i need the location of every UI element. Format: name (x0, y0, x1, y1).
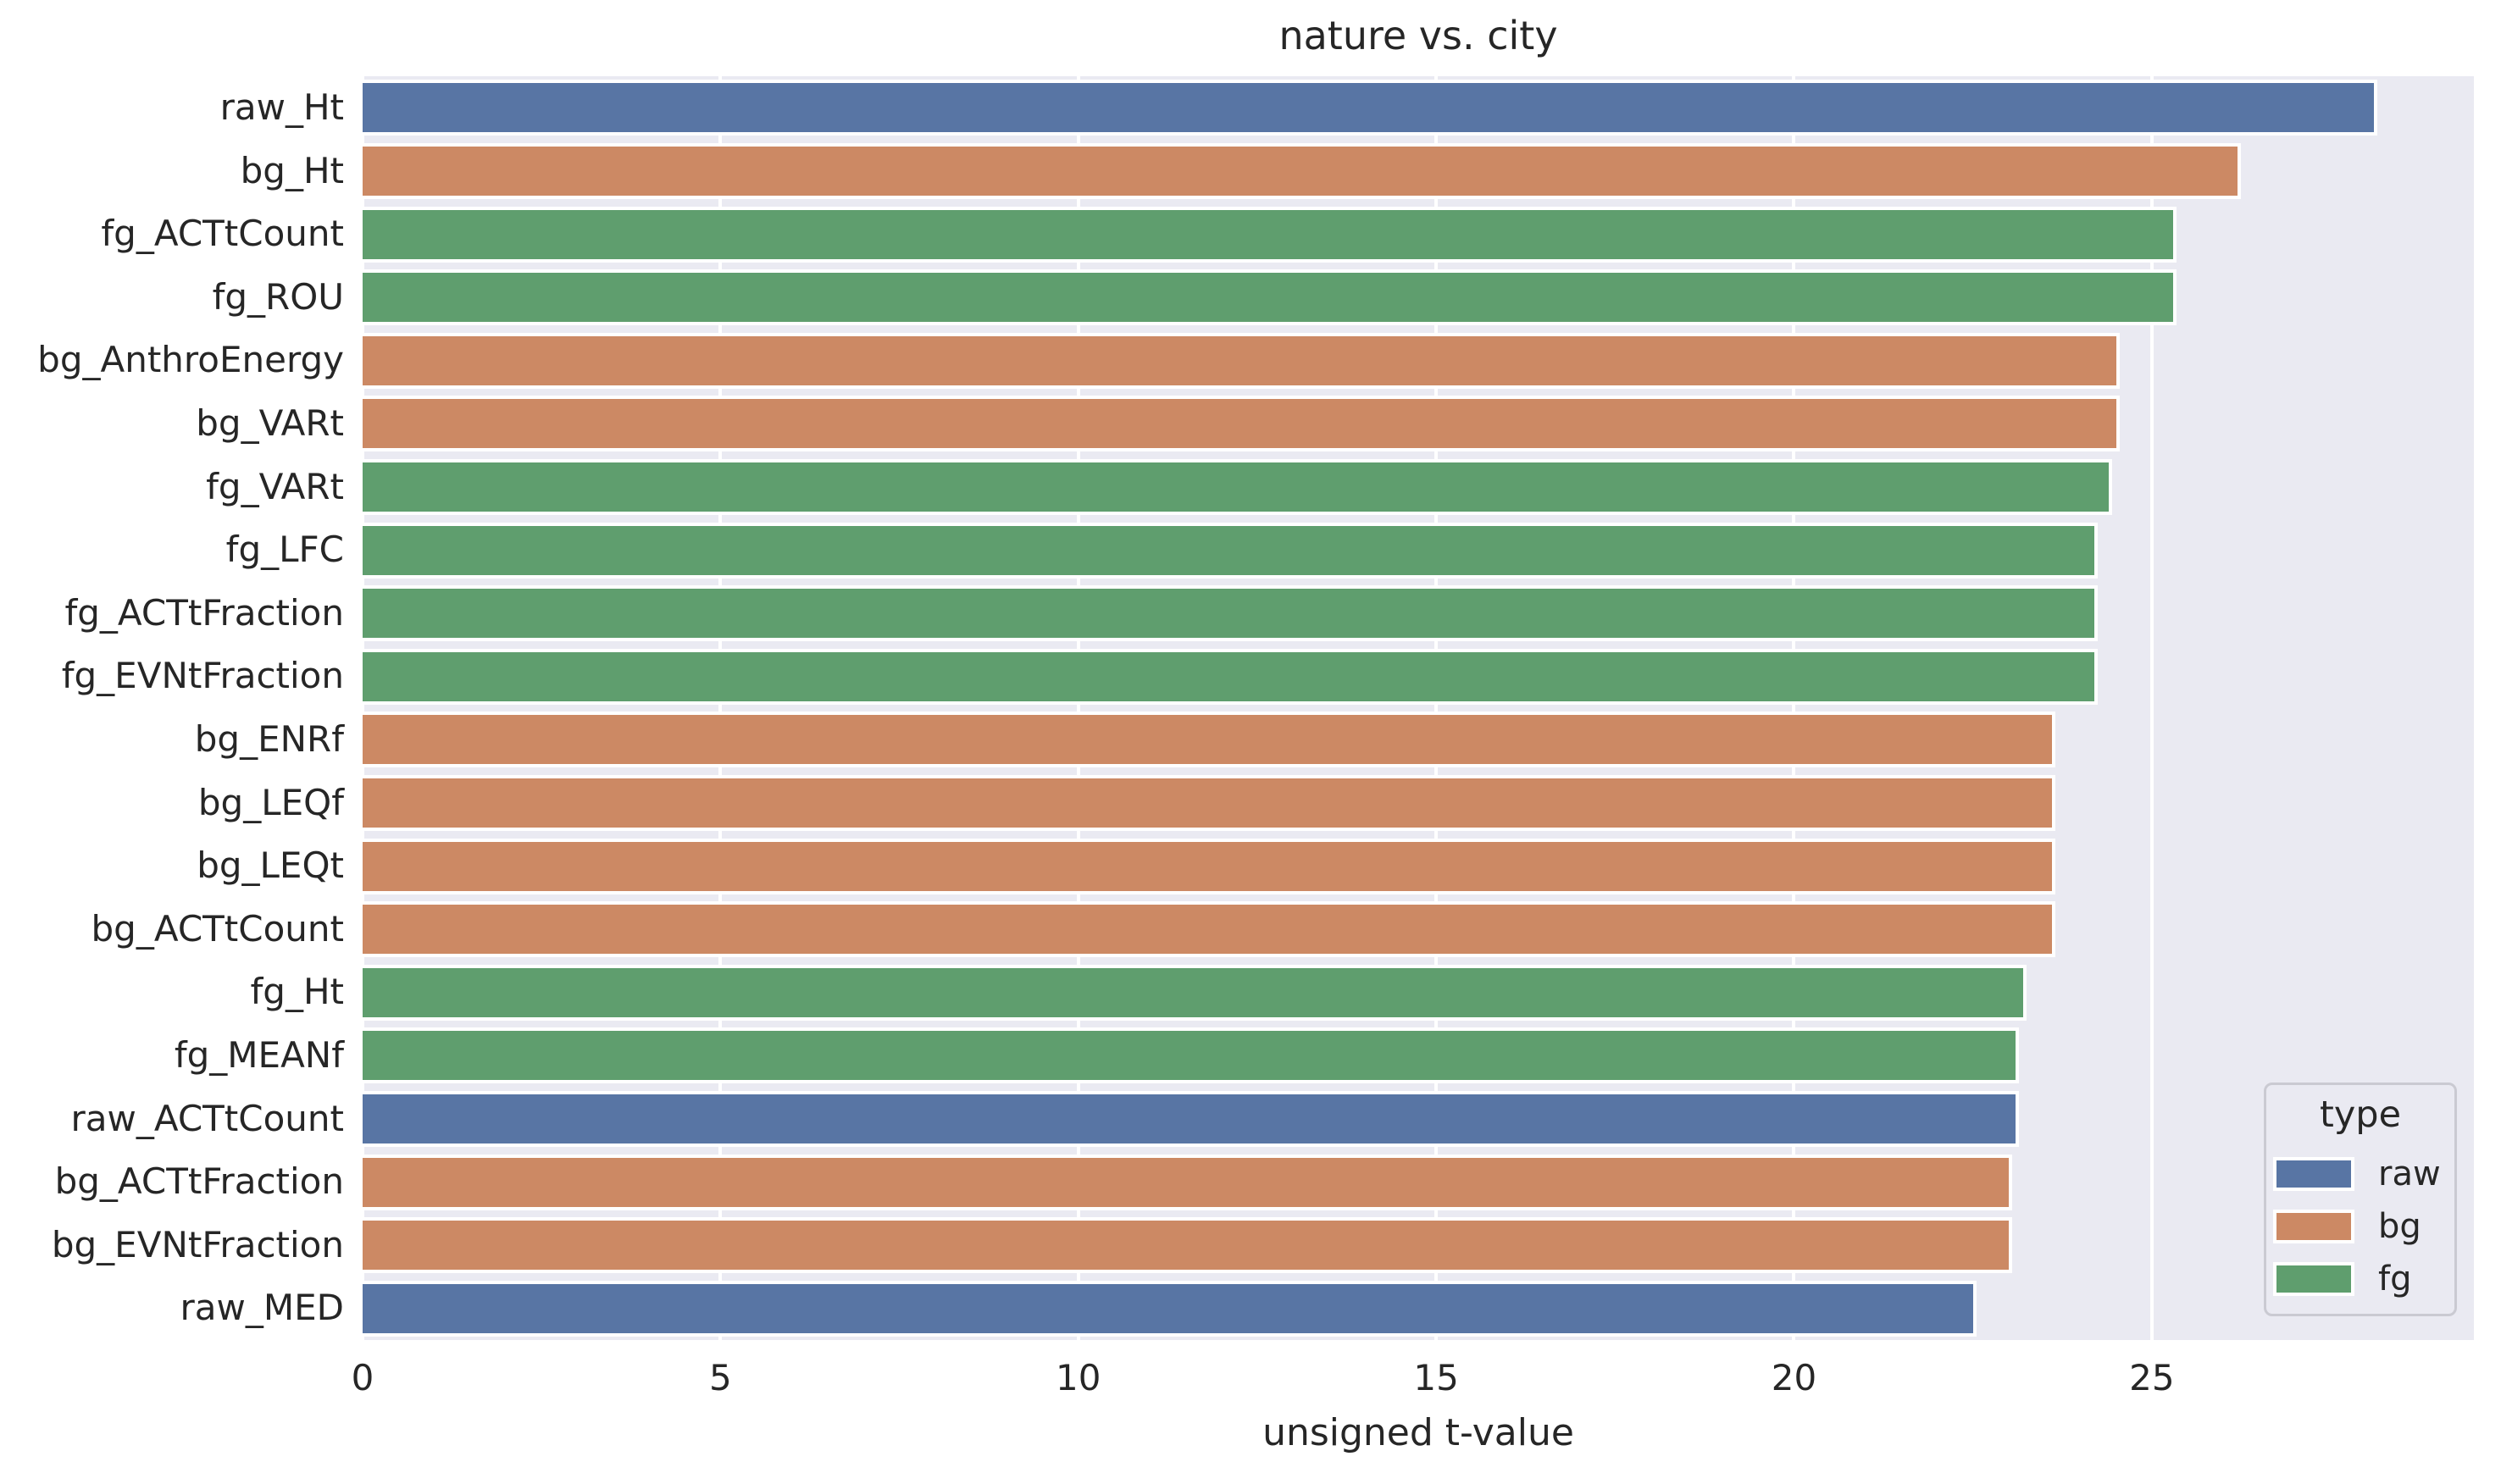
x-tick-label-20: 20 (1771, 1357, 1817, 1398)
y-tick-label-fg_ACTtCount: fg_ACTtCount (101, 213, 344, 255)
y-tick-label-fg_ACTtFraction: fg_ACTtFraction (64, 591, 344, 634)
bar-fg_ACTtCount (363, 206, 2177, 263)
bar-bg_ENRf (363, 712, 2055, 768)
gridline-x-15 (1434, 76, 1439, 1340)
x-axis-label: unsigned t-value (1262, 1411, 1574, 1454)
bar-fg_LFC (363, 522, 2099, 579)
legend-swatch-raw (2273, 1157, 2354, 1191)
y-tick-label-fg_EVNtFraction: fg_EVNtFraction (61, 655, 344, 697)
legend-swatch-fg (2273, 1262, 2354, 1296)
x-tick-label-5: 5 (708, 1357, 732, 1398)
bar-raw_MED (363, 1280, 1977, 1337)
y-tick-label-fg_MEANf: fg_MEANf (174, 1034, 344, 1076)
bar-fg_VARt (363, 458, 2113, 515)
bar-fg_MEANf (363, 1027, 2020, 1084)
y-tick-label-bg_ACTtFraction: bg_ACTtFraction (54, 1160, 344, 1203)
bar-fg_ACTtFraction (363, 585, 2099, 642)
x-tick-label-10: 10 (1056, 1357, 1101, 1398)
legend-swatch-bg (2273, 1210, 2354, 1243)
x-tick-label-15: 15 (1413, 1357, 1459, 1398)
y-tick-label-fg_LFC: fg_LFC (225, 529, 344, 571)
legend-entries: raw bg fg (2266, 1148, 2454, 1305)
legend-label-raw: raw (2378, 1155, 2441, 1193)
y-tick-label-bg_EVNtFraction: bg_EVNtFraction (51, 1223, 344, 1265)
y-tick-label-bg_LEQt: bg_LEQt (197, 844, 344, 887)
bar-bg_ACTtFraction (363, 1154, 2012, 1210)
legend: type raw bg fg (2264, 1083, 2457, 1316)
legend-entry-fg: fg (2266, 1253, 2454, 1305)
legend-label-bg: bg (2378, 1207, 2421, 1246)
y-tick-label-raw_MED: raw_MED (180, 1287, 344, 1329)
bar-fg_Ht (363, 964, 2027, 1021)
y-tick-label-bg_Ht: bg_Ht (240, 149, 344, 191)
y-tick-label-bg_ENRf: bg_ENRf (194, 718, 344, 760)
bar-bg_Ht (363, 142, 2242, 199)
gridline-x-5 (718, 76, 723, 1340)
legend-title: type (2319, 1094, 2402, 1136)
x-tick-label-0: 0 (351, 1357, 374, 1398)
legend-label-fg: fg (2378, 1260, 2412, 1298)
legend-entry-raw: raw (2266, 1148, 2454, 1200)
y-tick-label-bg_LEQf: bg_LEQf (197, 781, 344, 823)
gridline-x-25 (2149, 76, 2154, 1340)
y-tick-label-bg_VARt: bg_VARt (196, 402, 344, 444)
gridline-x-20 (1792, 76, 1796, 1340)
y-tick-label-raw_ACTtCount: raw_ACTtCount (70, 1097, 344, 1139)
bar-fg_EVNtFraction (363, 648, 2099, 705)
bar-bg_ACTtCount (363, 901, 2055, 958)
bar-fg_ROU (363, 269, 2177, 326)
bar-bg_LEQf (363, 774, 2055, 831)
y-tick-label-bg_AnthroEnergy: bg_AnthroEnergy (37, 339, 344, 381)
bar-raw_Ht (363, 80, 2377, 136)
gridline-x-10 (1076, 76, 1080, 1340)
bar-bg_VARt (363, 396, 2120, 452)
bar-bg_LEQt (363, 838, 2055, 894)
bar-bg_EVNtFraction (363, 1217, 2012, 1274)
gridline-x-0 (363, 76, 364, 1340)
x-tick-label-25: 25 (2129, 1357, 2175, 1398)
y-tick-label-fg_ROU: fg_ROU (212, 275, 344, 318)
chart-title: nature vs. city (1278, 13, 1558, 58)
bar-raw_ACTtCount (363, 1090, 2020, 1147)
plot-area (363, 76, 2474, 1340)
y-tick-label-bg_ACTtCount: bg_ACTtCount (91, 907, 345, 950)
y-tick-label-fg_VARt: fg_VARt (206, 465, 344, 507)
bar-bg_AnthroEnergy (363, 332, 2120, 389)
y-tick-label-fg_Ht: fg_Ht (250, 971, 345, 1013)
legend-entry-bg: bg (2266, 1200, 2454, 1253)
y-tick-label-raw_Ht: raw_Ht (219, 86, 344, 128)
